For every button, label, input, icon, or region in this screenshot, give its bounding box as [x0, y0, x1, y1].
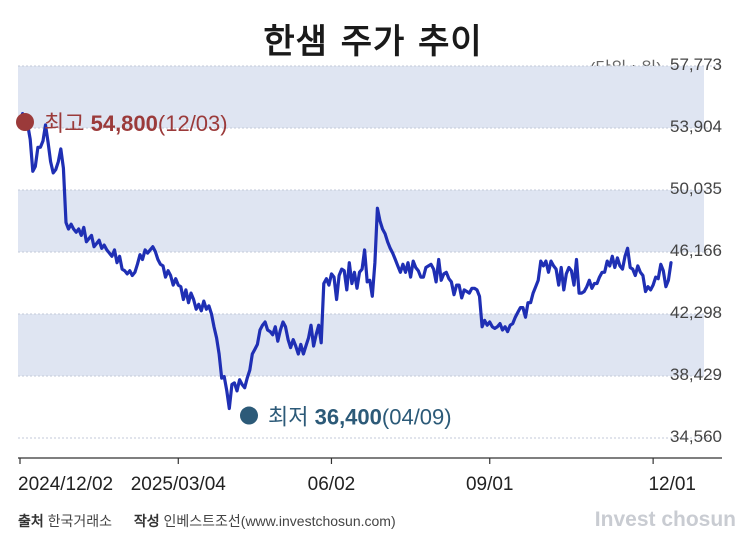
grid-band: [18, 313, 704, 376]
y-tick-label: 34,560: [670, 427, 722, 446]
source-value: 한국거래소: [47, 513, 113, 529]
annotation-label: 최고: [44, 111, 91, 136]
source-label: 출처: [18, 513, 44, 529]
y-tick-label: 53,904: [670, 117, 722, 136]
y-tick-label: 46,166: [670, 241, 722, 260]
annotations: 최고 54,800(12/03) 최저 36,400(04/09): [16, 111, 452, 430]
low-annotation: 최저 36,400(04/09): [268, 405, 452, 430]
brand-logo: Invest chosun: [594, 508, 736, 531]
y-tick-label: 57,773: [670, 55, 722, 74]
high-point-marker: [16, 113, 34, 131]
x-tick-label: 06/02: [308, 474, 356, 495]
chart-title: 한샘 주가 추이: [263, 22, 483, 62]
x-tick-label: 2025/03/04: [131, 474, 227, 495]
grid-bands: [18, 65, 722, 439]
annotation-value: 36,400: [315, 405, 382, 430]
y-tick-label: 50,035: [670, 179, 722, 198]
y-axis-ticks: 57,773 53,904 50,035 46,166 42,298 38,429 34,5…: [670, 55, 722, 446]
x-tick-label: 12/01: [648, 474, 696, 495]
y-tick-label: 38,429: [670, 365, 722, 384]
low-point-marker: [240, 406, 258, 425]
high-annotation: 최고 54,800(12/03): [44, 111, 228, 136]
grid-band: [18, 190, 704, 253]
x-axis: 2024/12/02 2025/03/04 06/02 09/01 12/01: [18, 457, 722, 495]
annotation-date: (04/09): [382, 405, 452, 430]
annotation-value: 54,800: [91, 111, 158, 136]
grid-band: [18, 66, 704, 129]
annotation-date: (12/03): [158, 111, 228, 136]
author-value: 인베스트조선(www.investchosun.com): [163, 513, 396, 529]
x-tick-label: 2024/12/02: [18, 474, 113, 495]
footer: 출처 한국거래소 작성 인베스트조선(www.investchosun.com): [18, 511, 396, 531]
price-line: [18, 112, 673, 411]
annotation-label: 최저: [268, 405, 315, 430]
y-tick-label: 42,298: [670, 303, 722, 322]
x-tick-label: 09/01: [466, 474, 514, 495]
author-label: 작성: [133, 513, 160, 529]
